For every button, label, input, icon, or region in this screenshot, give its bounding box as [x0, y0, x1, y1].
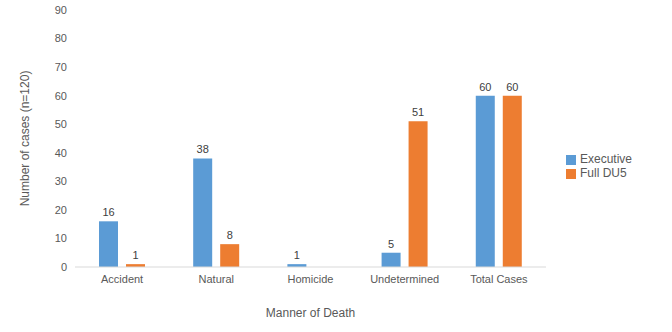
- svg-text:70: 70: [55, 61, 67, 73]
- svg-text:90: 90: [55, 4, 67, 16]
- svg-text:0: 0: [61, 261, 67, 273]
- svg-text:38: 38: [197, 143, 209, 155]
- svg-text:Natural: Natural: [199, 273, 234, 285]
- svg-text:60: 60: [479, 81, 491, 93]
- svg-text:Total Cases: Total Cases: [470, 273, 528, 285]
- svg-text:Homicide: Homicide: [288, 273, 334, 285]
- svg-text:5: 5: [388, 238, 394, 250]
- svg-text:80: 80: [55, 32, 67, 44]
- svg-text:50: 50: [55, 118, 67, 130]
- svg-text:10: 10: [55, 232, 67, 244]
- svg-text:40: 40: [55, 147, 67, 159]
- svg-text:1: 1: [132, 249, 138, 261]
- svg-text:51: 51: [412, 106, 424, 118]
- svg-text:8: 8: [227, 229, 233, 241]
- svg-text:60: 60: [506, 81, 518, 93]
- svg-text:Manner of Death: Manner of Death: [266, 306, 355, 320]
- svg-text:30: 30: [55, 175, 67, 187]
- svg-text:Undetermined: Undetermined: [370, 273, 439, 285]
- html-text:Executive: Executive: [580, 152, 632, 166]
- svg-text:1: 1: [294, 249, 300, 261]
- svg-text:20: 20: [55, 204, 67, 216]
- svg-text:60: 60: [55, 90, 67, 102]
- svg-text:Accident: Accident: [101, 273, 143, 285]
- svg-text:16: 16: [102, 206, 114, 218]
- html-text:Full DU5: Full DU5: [580, 166, 627, 180]
- svg-text:Number of cases (n=120): Number of cases (n=120): [18, 71, 32, 207]
